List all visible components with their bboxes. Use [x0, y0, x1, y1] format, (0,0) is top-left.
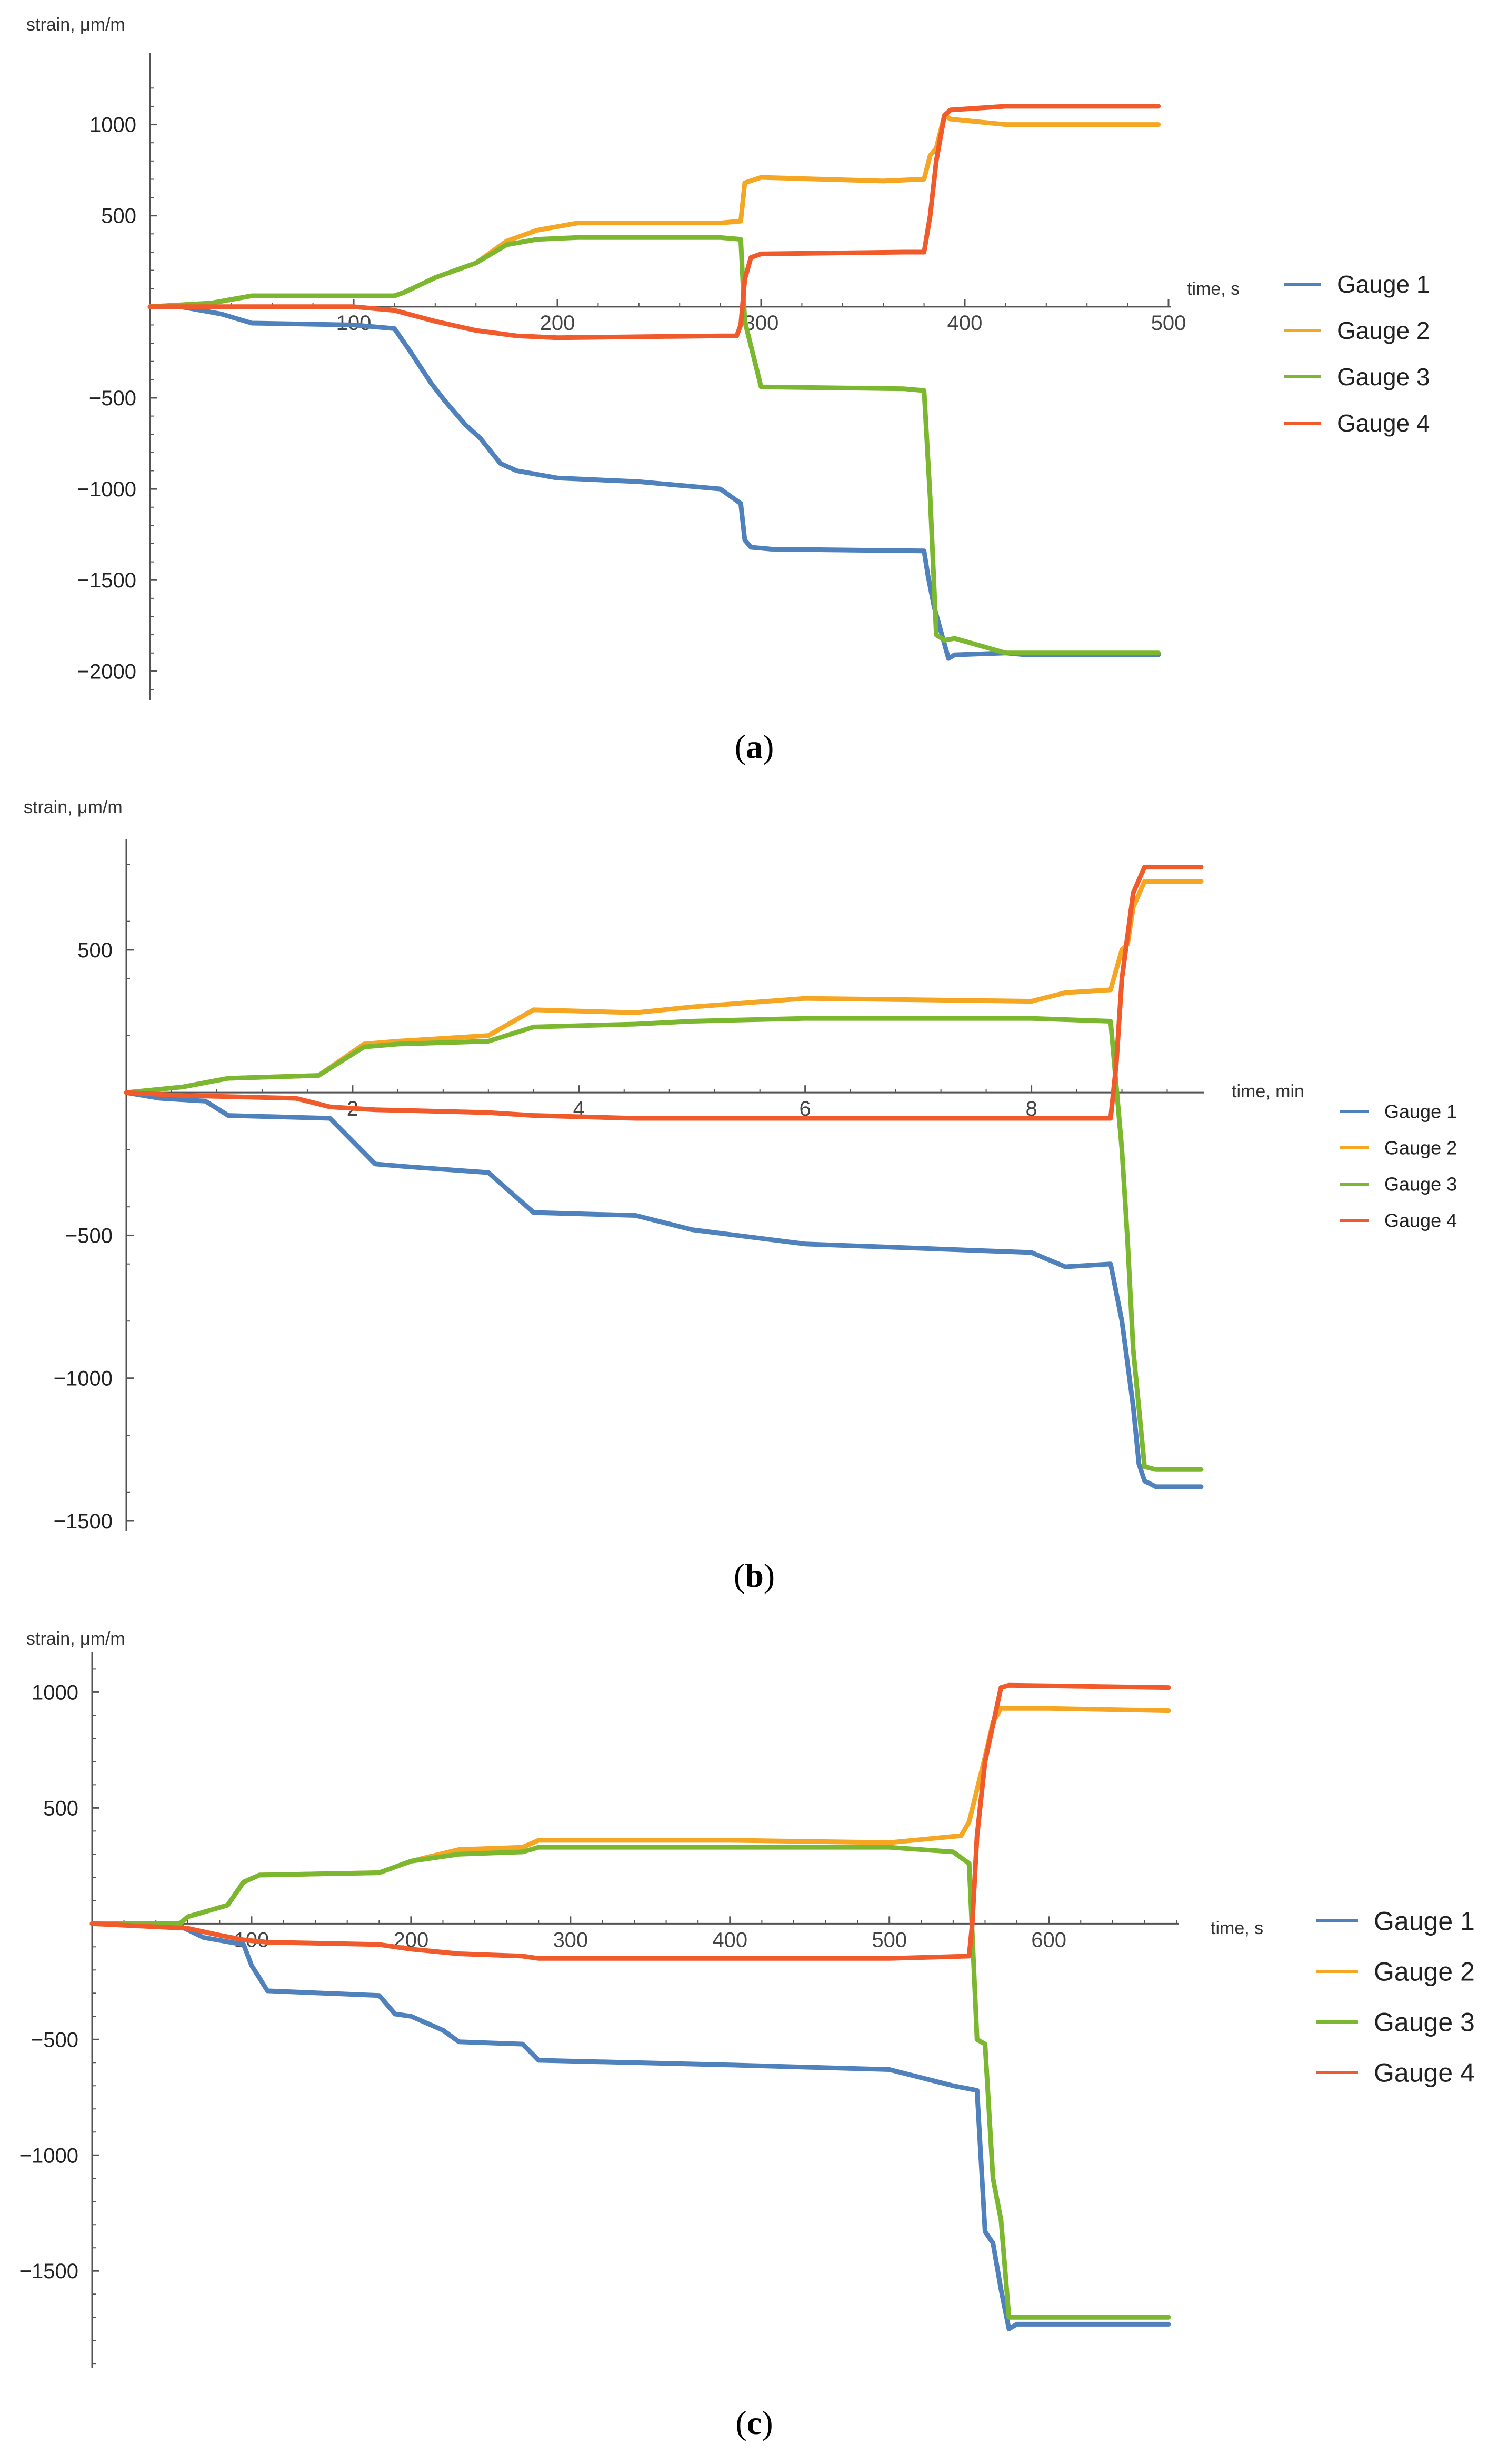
- legend-label-gauge-4: Gauge 4: [1374, 2058, 1475, 2088]
- panel-label: (c): [735, 2404, 773, 2441]
- legend-label-gauge-4: Gauge 4: [1384, 1210, 1457, 1231]
- legend-label-gauge-2: Gauge 2: [1384, 1137, 1457, 1159]
- y-tick-label: −500: [31, 2028, 78, 2051]
- y-tick-label: −500: [89, 387, 136, 410]
- panel-label-letter: c: [747, 2404, 762, 2441]
- y-tick-label: 1000: [89, 114, 136, 137]
- legend-label-gauge-4: Gauge 4: [1337, 409, 1430, 437]
- series-line-gauge-4: [124, 865, 1204, 1121]
- series-line-gauge-3: [147, 235, 1161, 656]
- legend-label-gauge-1: Gauge 1: [1374, 1907, 1475, 1936]
- panel-label: (a): [735, 728, 774, 765]
- legend-label-gauge-1: Gauge 1: [1337, 271, 1430, 298]
- y-axis-label: strain, μm/m: [26, 1629, 125, 1649]
- x-tick-label: 8: [1025, 1097, 1037, 1120]
- x-tick-label: 400: [947, 312, 983, 335]
- y-tick-label: −500: [65, 1224, 113, 1247]
- y-axis-label: strain, μm/m: [24, 797, 123, 817]
- y-tick-label: 500: [77, 939, 113, 962]
- series-line-gauge-3: [89, 1845, 1171, 2320]
- y-tick-label: 500: [101, 205, 136, 228]
- x-axis-label: time, s: [1187, 279, 1240, 299]
- x-tick-label: 400: [712, 1928, 747, 1951]
- x-tick-label: 6: [800, 1097, 811, 1120]
- legend-label-gauge-3: Gauge 3: [1374, 2008, 1475, 2037]
- x-tick-label: 600: [1031, 1928, 1066, 1951]
- y-tick-label: −1500: [77, 569, 136, 592]
- legend: Gauge 1 Gauge 2 Gauge 3 Gauge 4: [1284, 271, 1430, 437]
- y-tick-label: 1000: [32, 1681, 78, 1704]
- y-axis-label: strain, μm/m: [26, 15, 125, 35]
- y-tick-label: −1500: [19, 2260, 78, 2283]
- series-line-gauge-1: [124, 1090, 1204, 1489]
- series-line-gauge-2: [147, 113, 1161, 309]
- y-tick-label: −1000: [19, 2144, 78, 2167]
- y-tick-label: −1000: [54, 1367, 113, 1390]
- legend-label-gauge-2: Gauge 2: [1374, 1957, 1475, 1987]
- x-tick-label: 200: [540, 312, 575, 335]
- legend: Gauge 1 Gauge 2 Gauge 3 Gauge 4: [1316, 1907, 1475, 2088]
- x-axis-label: time, s: [1211, 1918, 1263, 1938]
- y-tick-label: 500: [43, 1797, 78, 1820]
- legend-label-gauge-3: Gauge 3: [1384, 1174, 1457, 1195]
- legend: Gauge 1 Gauge 2 Gauge 3 Gauge 4: [1340, 1101, 1457, 1231]
- panel-label-letter: b: [745, 1557, 764, 1594]
- y-tick-label: −2000: [77, 660, 136, 683]
- x-axis-label: time, min: [1232, 1081, 1304, 1101]
- series-line-gauge-3: [124, 1016, 1204, 1472]
- x-tick-label: 500: [1151, 312, 1186, 335]
- y-tick-label: −1000: [77, 478, 136, 501]
- legend-label-gauge-1: Gauge 1: [1384, 1101, 1457, 1123]
- series-line-gauge-1: [147, 304, 1161, 661]
- series-line-gauge-1: [89, 1921, 1171, 2331]
- y-tick-label: −1500: [54, 1510, 113, 1533]
- x-tick-label: 500: [872, 1928, 907, 1951]
- series-line-gauge-4: [89, 1682, 1171, 1961]
- series-line-gauge-4: [147, 104, 1161, 340]
- series-line-gauge-2: [89, 1706, 1171, 1926]
- x-tick-label: 300: [553, 1928, 588, 1951]
- legend-label-gauge-2: Gauge 2: [1337, 317, 1430, 344]
- series-line-gauge-2: [124, 879, 1204, 1095]
- panel-label-letter: a: [746, 728, 763, 765]
- panel-label: (b): [734, 1557, 775, 1594]
- legend-label-gauge-3: Gauge 3: [1337, 363, 1430, 390]
